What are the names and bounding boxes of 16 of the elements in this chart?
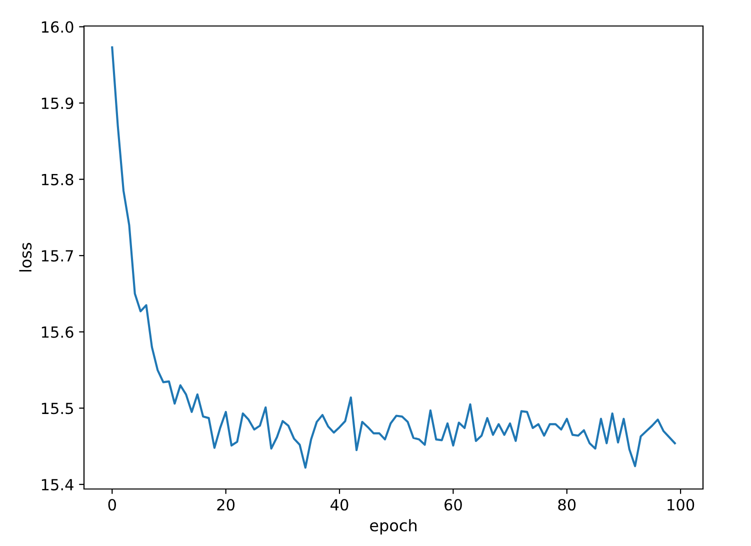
x-tick-label: 60	[444, 498, 462, 511]
y-tick-label: 15.5	[42, 402, 73, 414]
x-axis-title: epoch	[370, 519, 416, 535]
line-series	[111, 46, 676, 469]
x-tick-label: 40	[330, 498, 348, 511]
y-tick-label: 16.0	[42, 21, 74, 33]
x-tick-label: 0	[108, 498, 116, 511]
y-tick-label: 15.4	[42, 479, 74, 490]
y-tick-label: 15.6	[42, 326, 74, 338]
x-tick-label: 20	[217, 498, 235, 511]
x-tick-label: 100	[668, 498, 694, 511]
y-axis-title: loss	[19, 242, 32, 272]
y-tick-label: 15.9	[42, 98, 74, 110]
y-tick-label: 15.8	[42, 174, 74, 186]
y-tick-label: 15.7	[42, 250, 73, 262]
x-tick-label: 80	[558, 498, 576, 511]
